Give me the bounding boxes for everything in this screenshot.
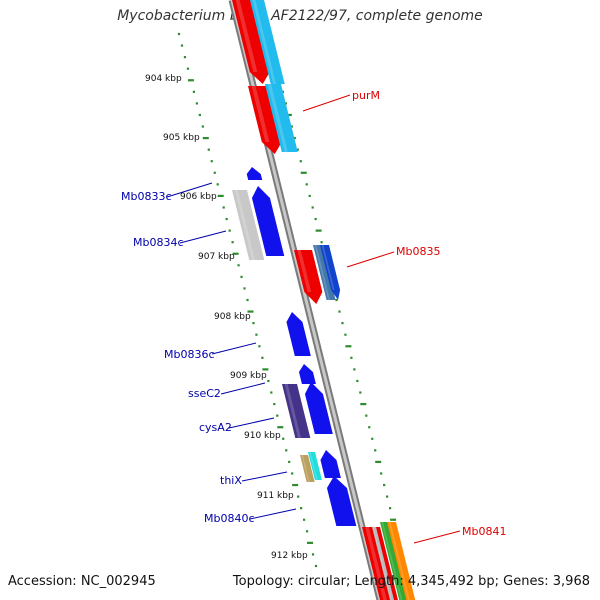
gene-highlight xyxy=(372,527,392,600)
gene-highlight xyxy=(309,452,318,480)
leader-line xyxy=(228,417,275,429)
gene-label-cysA2[interactable]: cysA2 xyxy=(199,421,232,434)
gene-Mb0841-g[interactable] xyxy=(380,522,408,600)
scale-label: 904 kbp xyxy=(145,74,182,84)
leader-line xyxy=(220,382,266,395)
gene-label-Mb0833c[interactable]: Mb0833c xyxy=(121,190,172,203)
gene-thiX-tan[interactable] xyxy=(300,455,315,482)
leader-line xyxy=(211,342,257,355)
scale-label: 905 kbp xyxy=(163,133,200,143)
gene-cyan-top[interactable] xyxy=(250,0,285,84)
scale-label: 906 kbp xyxy=(180,192,217,202)
gene-Mb0833c[interactable] xyxy=(246,167,263,180)
gene-label-sseC2[interactable]: sseC2 xyxy=(188,387,221,400)
leader-line xyxy=(241,471,288,482)
gene-highlight xyxy=(388,522,410,600)
gene-thiX[interactable] xyxy=(320,450,341,478)
gene-purM[interactable] xyxy=(248,86,282,154)
gene-highlight xyxy=(234,190,255,260)
gene-label-Mb0835[interactable]: Mb0835 xyxy=(396,245,440,258)
gene-Mb0834c-grey[interactable] xyxy=(232,190,265,260)
gene-highlight xyxy=(381,522,403,600)
gene-highlight xyxy=(297,250,312,292)
gene-Mb0841-o[interactable] xyxy=(387,522,416,600)
gene-highlight xyxy=(314,245,330,300)
gene-cysA2-purple[interactable] xyxy=(282,384,311,438)
genome-summary: Topology: circular; Length: 4,345,492 bp… xyxy=(232,574,590,589)
gene-label-thiX[interactable]: thiX xyxy=(220,474,242,487)
gene-highlight xyxy=(284,384,302,438)
gene-label-Mb0834c[interactable]: Mb0834c xyxy=(133,236,184,249)
scale-label: 910 kbp xyxy=(244,431,281,441)
leader-line xyxy=(166,182,213,198)
gene-features xyxy=(232,0,416,600)
gene-cyan-purM[interactable] xyxy=(265,84,298,152)
gene-cysA2[interactable] xyxy=(304,382,333,434)
gene-highlight xyxy=(365,527,387,600)
gene-Mb0835[interactable] xyxy=(294,250,323,304)
scale-label: 911 kbp xyxy=(257,491,294,501)
leader-line xyxy=(346,251,395,268)
gene-highlight xyxy=(252,0,277,84)
accession-text: Accession: NC_002945 xyxy=(8,574,156,589)
gene-highlight xyxy=(301,455,310,482)
gene-Mb0836c[interactable] xyxy=(286,312,311,356)
gene-label-Mb0840c[interactable]: Mb0840c xyxy=(204,512,255,525)
gene-label-purM[interactable]: purM xyxy=(352,89,380,102)
gene-labels: purM Mb0833c Mb0834c Mb0835 Mb0836c sseC… xyxy=(121,89,506,538)
gene-Mb0835-c[interactable] xyxy=(320,245,341,300)
gene-Mb0834c[interactable] xyxy=(251,186,285,256)
scale-label: 909 kbp xyxy=(230,371,267,381)
scale-label: 912 kbp xyxy=(271,551,308,561)
leader-line xyxy=(179,230,227,244)
gene-highlight xyxy=(235,0,258,72)
leader-line xyxy=(413,530,461,544)
scale-label: 908 kbp xyxy=(214,312,251,322)
label-leaders xyxy=(166,94,461,544)
gene-label-Mb0836c[interactable]: Mb0836c xyxy=(164,348,215,361)
gene-highlight xyxy=(251,86,270,142)
ruler-left xyxy=(177,32,318,568)
scale-labels: 904 kbp 905 kbp 906 kbp 907 kbp 908 kbp … xyxy=(145,74,308,561)
gene-highlight xyxy=(267,84,288,152)
gene-label-Mb0841[interactable]: Mb0841 xyxy=(462,525,506,538)
leader-line xyxy=(249,508,297,520)
gene-Mb0835-b[interactable] xyxy=(313,245,336,300)
gene-red-top[interactable] xyxy=(232,0,270,84)
gene-sseC2[interactable] xyxy=(298,364,316,384)
gene-highlight xyxy=(321,245,335,290)
leader-line xyxy=(302,94,351,112)
scale-label: 907 kbp xyxy=(198,252,235,262)
map-title: Mycobacterium bovis AF2122/97, complete … xyxy=(117,8,483,24)
gene-Mb0840c[interactable] xyxy=(326,476,357,526)
gene-thiX-cyan[interactable] xyxy=(308,452,322,480)
gene-Mb0841-grey[interactable] xyxy=(372,527,395,600)
